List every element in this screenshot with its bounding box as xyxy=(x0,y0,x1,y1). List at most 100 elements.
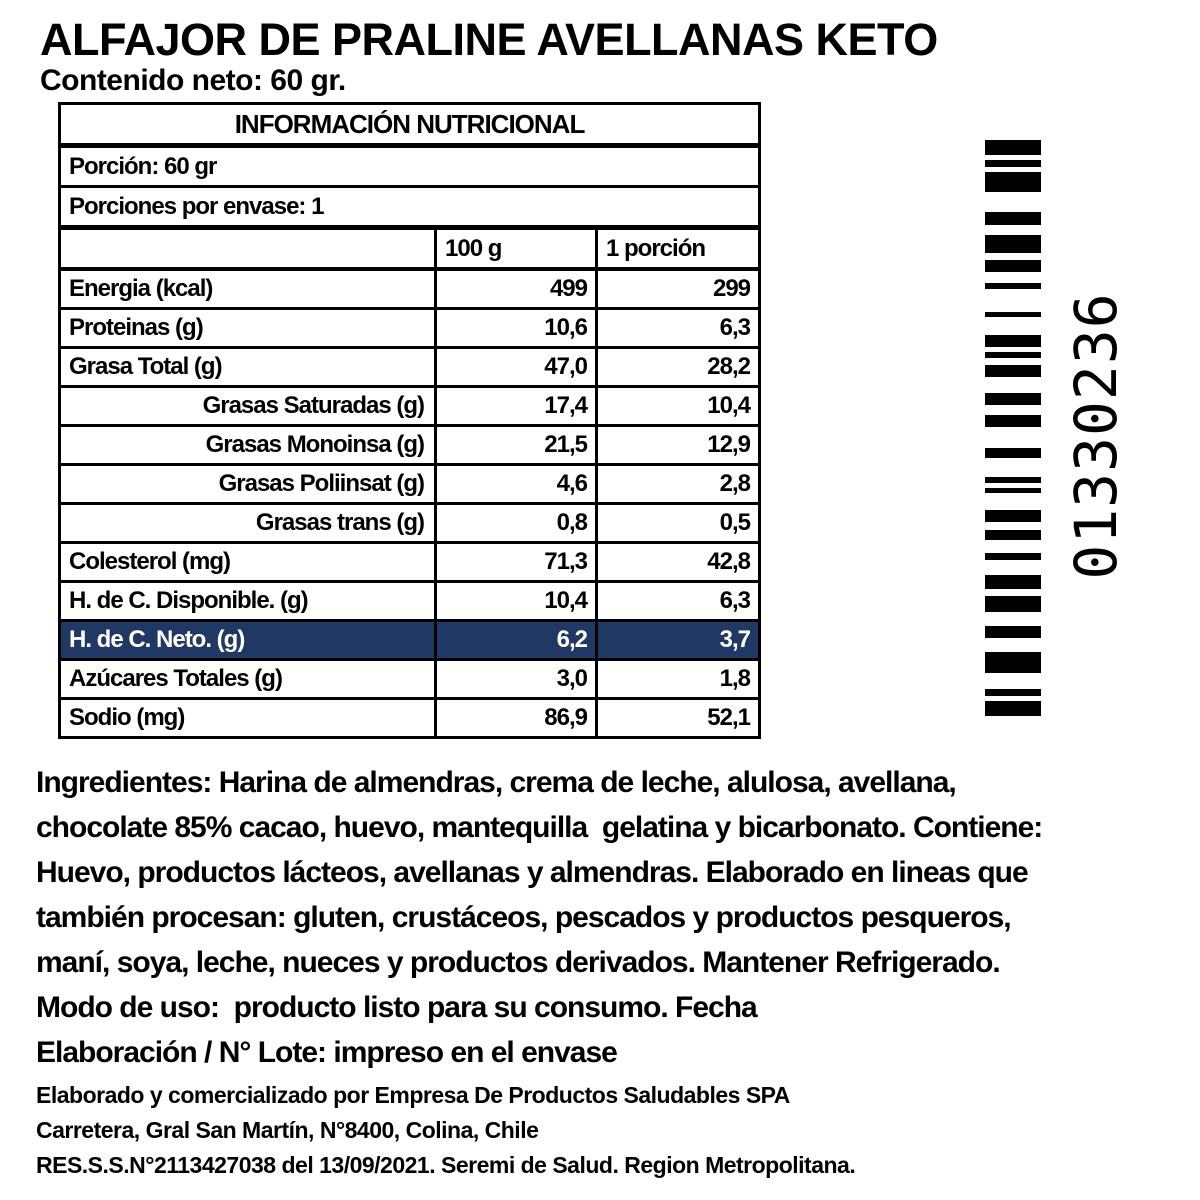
value-per-100g: 47,0 xyxy=(434,346,598,388)
barcode-bar xyxy=(985,160,1041,167)
value-per-100g: 86,9 xyxy=(434,697,598,739)
barcode-bar xyxy=(985,510,1041,522)
value-per-100g: 71,3 xyxy=(434,541,598,583)
table-row: Grasas trans (g) 0,8 0,5 xyxy=(58,502,762,544)
resolution-line: RES.S.S.N°2113427038 del 13/09/2021. Ser… xyxy=(36,1152,856,1178)
net-content: Contenido neto: 60 gr. xyxy=(40,64,346,97)
value-per-portion: 12,9 xyxy=(594,424,762,466)
nutrition-table: INFORMACIÓN NUTRICIONAL Porción: 60 gr P… xyxy=(57,102,762,739)
barcode-bar xyxy=(985,701,1041,716)
barcode-bar xyxy=(985,553,1041,560)
nutrient-label: Grasas Poliinsat (g) xyxy=(58,463,437,505)
barcode-bar xyxy=(985,626,1041,638)
ingredients-line: chocolate 85% cacao, huevo, mantequilla … xyxy=(36,811,1043,844)
manufacturer-line: Elaborado y comercializado por Empresa D… xyxy=(36,1082,790,1108)
barcode-bar xyxy=(985,283,1041,289)
value-per-100g: 17,4 xyxy=(434,385,598,427)
value-per-portion: 1,8 xyxy=(594,658,762,700)
value-per-100g: 10,4 xyxy=(434,580,598,622)
usage-line: Modo de uso: producto listo para su cons… xyxy=(36,991,758,1024)
value-per-portion: 42,8 xyxy=(594,541,762,583)
ingredients-line: Ingredientes: Harina de almendras, crema… xyxy=(36,766,957,799)
barcode-number: 01330236 xyxy=(1062,292,1130,580)
table-row: Colesterol (mg) 71,3 42,8 xyxy=(58,541,762,583)
value-per-portion: 299 xyxy=(594,267,762,310)
nutrient-label: Azúcares Totales (g) xyxy=(58,658,437,700)
table-row: Grasas Saturadas (g) 17,4 10,4 xyxy=(58,385,762,427)
table-header-row: 100 g 1 porción xyxy=(58,226,762,271)
value-per-100g: 499 xyxy=(434,267,598,310)
table-row-highlighted: H. de C. Neto. (g) 6,2 3,7 xyxy=(58,619,762,661)
value-per-portion: 6,3 xyxy=(594,580,762,622)
value-per-portion: 2,8 xyxy=(594,463,762,505)
barcode-bar xyxy=(985,352,1041,358)
column-header-100g: 100 g xyxy=(434,226,598,271)
table-row: Grasas Poliinsat (g) 4,6 2,8 xyxy=(58,463,762,505)
barcode-bar xyxy=(985,477,1041,483)
barcode-bar xyxy=(985,393,1041,405)
barcode-bar xyxy=(985,530,1041,540)
barcode-bar xyxy=(985,448,1041,458)
value-per-100g: 3,0 xyxy=(434,658,598,700)
footer-text: Elaborado y comercializado por Empresa D… xyxy=(36,1078,856,1183)
value-per-portion: 10,4 xyxy=(594,385,762,427)
table-row: Grasa Total (g) 47,0 28,2 xyxy=(58,346,762,388)
barcode-bar xyxy=(985,365,1041,377)
barcode-bar xyxy=(985,172,1041,192)
nutrient-label: Grasa Total (g) xyxy=(58,346,437,388)
table-row: Energia (kcal) 499 299 xyxy=(58,267,762,310)
table-row: Porciones por envase: 1 xyxy=(57,185,762,230)
value-per-portion: 52,1 xyxy=(594,697,762,739)
nutrient-label: Sodio (mg) xyxy=(58,697,437,739)
column-header-portion: 1 porción xyxy=(594,226,762,271)
value-per-100g: 0,8 xyxy=(434,502,598,544)
barcode-bar xyxy=(985,488,1041,493)
nutrient-label: Grasas Monoinsa (g) xyxy=(58,424,437,466)
nutrient-label: Energia (kcal) xyxy=(58,267,437,310)
barcode-bar xyxy=(985,140,1041,155)
barcode xyxy=(985,140,1041,716)
barcode-bar xyxy=(985,689,1041,696)
table-row: Azúcares Totales (g) 3,0 1,8 xyxy=(58,658,762,700)
body-text: Ingredientes: Harina de almendras, crema… xyxy=(36,760,1043,1075)
barcode-bar xyxy=(985,235,1041,253)
barcode-bar xyxy=(985,260,1041,272)
value-per-portion: 0,5 xyxy=(594,502,762,544)
allergen-line: Huevo, productos lácteos, avellanas y al… xyxy=(36,856,1029,889)
barcode-bar xyxy=(985,415,1041,427)
table-row: INFORMACIÓN NUTRICIONAL xyxy=(57,102,762,148)
table-row: Proteinas (g) 10,6 6,3 xyxy=(58,307,762,349)
value-per-100g: 21,5 xyxy=(434,424,598,466)
barcode-bar xyxy=(985,652,1041,673)
product-title: ALFAJOR DE PRALINE AVELLANAS KETO xyxy=(40,14,938,65)
portions-per-package: Porciones por envase: 1 xyxy=(57,185,762,230)
value-per-100g: 10,6 xyxy=(434,307,598,349)
barcode-bar xyxy=(985,335,1041,347)
barcode-bar xyxy=(985,212,1041,225)
nutrient-label: Grasas trans (g) xyxy=(58,502,437,544)
nutrient-label: Colesterol (mg) xyxy=(58,541,437,583)
table-row: Porción: 60 gr xyxy=(57,144,762,188)
table-row: H. de C. Disponible. (g) 10,4 6,3 xyxy=(58,580,762,622)
nutrient-label: H. de C. Neto. (g) xyxy=(58,619,437,661)
portion-size: Porción: 60 gr xyxy=(57,144,762,188)
nutrient-label: Grasas Saturadas (g) xyxy=(58,385,437,427)
value-per-portion: 3,7 xyxy=(594,619,762,661)
value-per-portion: 28,2 xyxy=(594,346,762,388)
empty-header-cell xyxy=(58,226,437,271)
address-line: Carretera, Gral San Martín, N°8400, Coli… xyxy=(36,1117,539,1143)
value-per-100g: 4,6 xyxy=(434,463,598,505)
allergen-line: también procesan: gluten, crustáceos, pe… xyxy=(36,901,1012,934)
table-row: Grasas Monoinsa (g) 21,5 12,9 xyxy=(58,424,762,466)
barcode-bar xyxy=(985,596,1041,612)
value-per-portion: 6,3 xyxy=(594,307,762,349)
lot-line: Elaboración / N° Lote: impreso en el env… xyxy=(36,1036,618,1069)
barcode-bar xyxy=(985,312,1041,317)
nutrient-label: H. de C. Disponible. (g) xyxy=(58,580,437,622)
value-per-100g: 6,2 xyxy=(434,619,598,661)
table-row: Sodio (mg) 86,9 52,1 xyxy=(58,697,762,739)
barcode-bar xyxy=(985,575,1041,589)
allergen-line: maní, soya, leche, nueces y productos de… xyxy=(36,946,1001,979)
nutrient-label: Proteinas (g) xyxy=(58,307,437,349)
